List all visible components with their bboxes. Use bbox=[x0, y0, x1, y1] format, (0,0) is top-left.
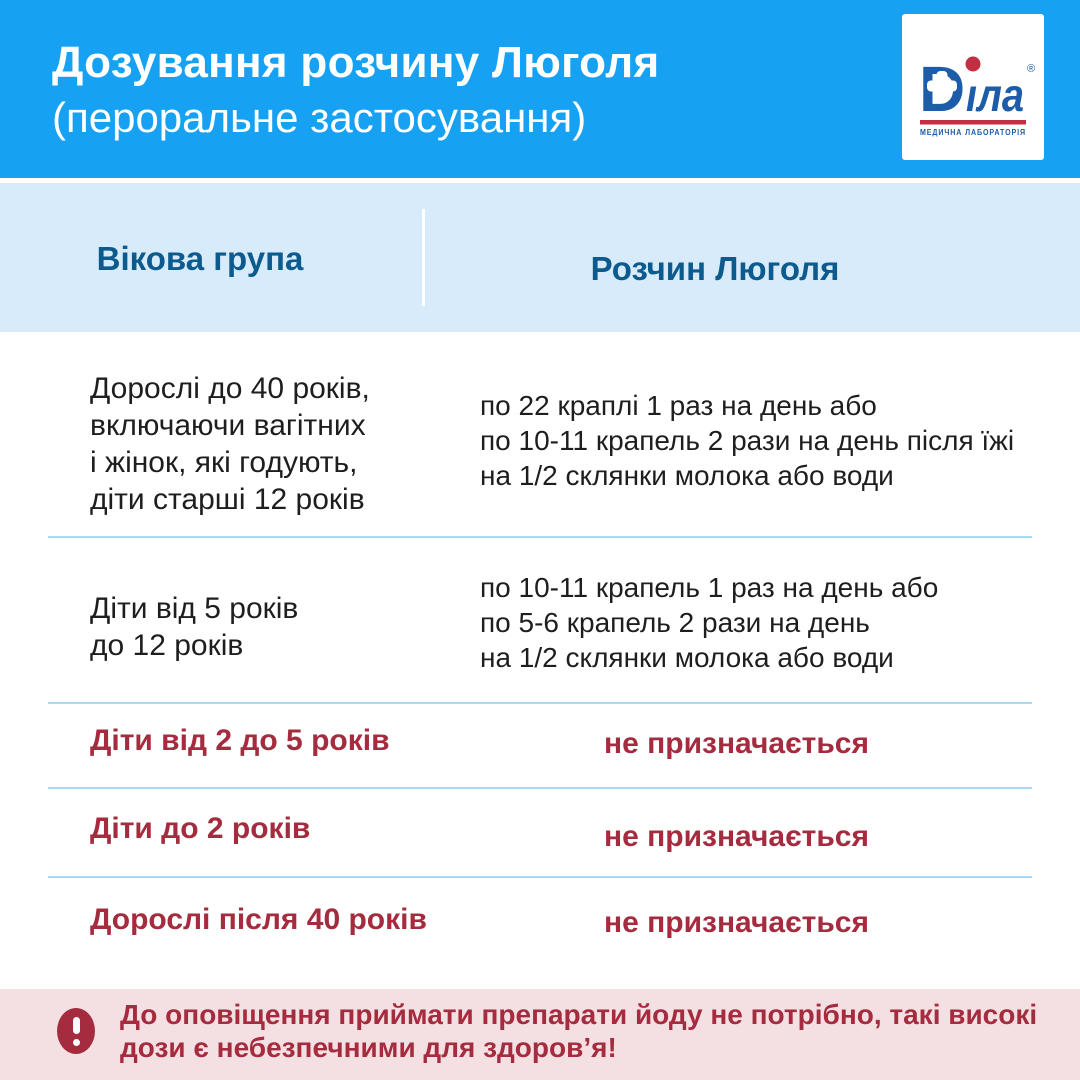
row-divider bbox=[48, 702, 1032, 704]
warning-text: До оповіщення приймати препарати йоду не… bbox=[120, 999, 1038, 1063]
warning-banner bbox=[0, 989, 1080, 1080]
logo-cross-icon bbox=[936, 71, 948, 101]
table-row-age-adults-over-40: Дорослі після 40 років bbox=[90, 903, 427, 936]
table-row-age-children-5-12: Діти від 5 років до 12 років bbox=[90, 592, 299, 662]
table-row-age-children-under-2: Діти до 2 років bbox=[90, 812, 311, 845]
table-row-age-children-2-5: Діти від 2 до 5 років bbox=[90, 724, 390, 757]
dila-logo: D ıла ® МЕДИЧНА ЛАБОРАТОРІЯ bbox=[902, 14, 1044, 160]
table-row-dose-children-5-12: по 10-11 крапель 1 раз на день або по 5-… bbox=[480, 572, 939, 673]
row-divider bbox=[48, 536, 1032, 538]
row-divider bbox=[48, 876, 1032, 878]
registered-mark: ® bbox=[1027, 63, 1035, 75]
table-row-dose-children-under-2: не призначається bbox=[604, 820, 869, 853]
dila-logo-graphic: D ıла ® МЕДИЧНА ЛАБОРАТОРІЯ bbox=[919, 53, 1035, 137]
table-row-dose-adults-over-40: не призначається bbox=[604, 906, 869, 939]
logo-underline bbox=[920, 120, 1026, 125]
column-header-age-group: Вікова група bbox=[96, 240, 304, 277]
logo-letters-ila: ıла bbox=[966, 69, 1024, 121]
row-divider bbox=[48, 787, 1032, 789]
exclamation-icon bbox=[57, 1008, 95, 1054]
column-divider bbox=[422, 209, 425, 306]
logo-dot-icon bbox=[965, 56, 981, 72]
table-row-dose-children-2-5: не призначається bbox=[604, 727, 869, 760]
column-header-lugol-solution: Розчин Люголя bbox=[590, 250, 840, 287]
logo-caption: МЕДИЧНА ЛАБОРАТОРІЯ bbox=[920, 128, 1026, 137]
table-row-dose-adults-under-40: по 22 краплі 1 раз на день або по 10-11 … bbox=[480, 390, 1015, 491]
page-title: Дозування розчину Люголя bbox=[52, 38, 660, 87]
page-subtitle: (пероральне застосування) bbox=[52, 94, 587, 141]
header-banner: Дозування розчину Люголя (пероральне зас… bbox=[0, 0, 1080, 178]
table-header-band: Вікова група Розчин Люголя bbox=[0, 183, 1080, 332]
table-row-age-adults-under-40: Дорослі до 40 років, включаючи вагітних … bbox=[90, 372, 370, 516]
